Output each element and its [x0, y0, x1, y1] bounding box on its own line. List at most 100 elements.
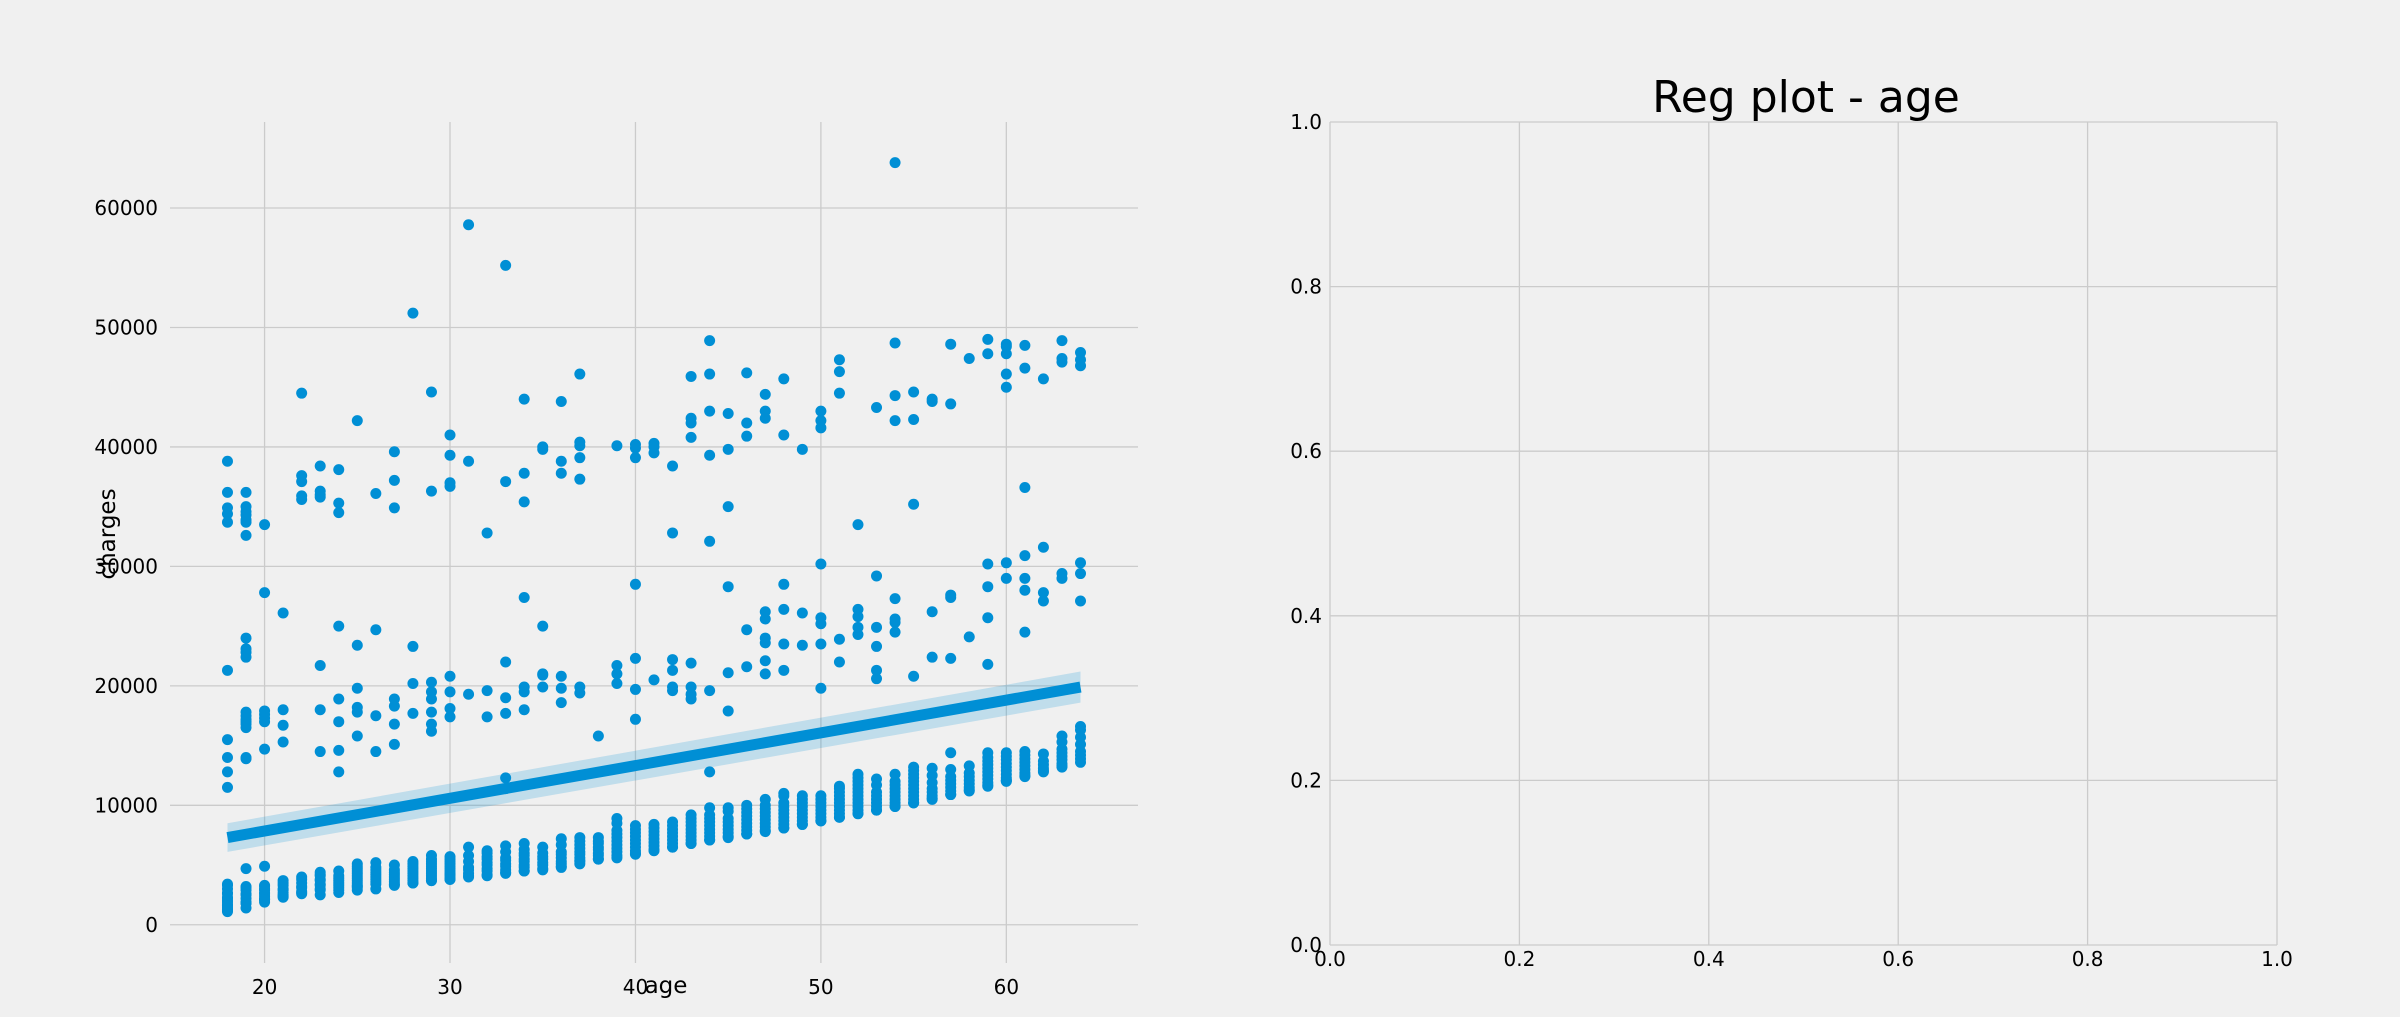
data-point	[555, 697, 567, 709]
data-point	[592, 835, 604, 847]
data-point	[908, 498, 920, 510]
data-point	[685, 412, 697, 424]
data-point	[722, 832, 734, 844]
data-point	[667, 820, 679, 832]
data-point	[963, 631, 975, 643]
data-point	[722, 705, 734, 717]
data-point	[648, 845, 660, 857]
data-point	[778, 822, 790, 834]
data-point	[1037, 541, 1049, 553]
data-point	[1056, 760, 1068, 772]
y-tick-label: 50000	[94, 315, 158, 339]
left-x-tick-labels: 20 30 40 50 60	[252, 975, 1019, 999]
data-point	[778, 787, 790, 799]
data-point	[685, 431, 697, 443]
data-point	[407, 640, 419, 652]
data-point	[259, 881, 271, 893]
x-tick-label: 1.0	[2261, 947, 2293, 971]
data-point	[407, 677, 419, 689]
data-point	[704, 535, 716, 547]
data-point	[759, 606, 771, 618]
data-point	[722, 407, 734, 419]
data-point	[221, 879, 233, 891]
data-point	[759, 655, 771, 667]
data-point	[667, 654, 679, 666]
x-tick-label: 40	[623, 975, 648, 999]
data-point	[611, 852, 623, 864]
data-point	[778, 373, 790, 385]
data-point	[518, 838, 530, 850]
data-point	[296, 871, 308, 883]
x-tick-label: 20	[252, 975, 277, 999]
data-point	[1019, 550, 1031, 562]
y-tick-label: 0.2	[1290, 768, 1322, 792]
data-point	[685, 809, 697, 821]
data-point	[351, 415, 363, 427]
data-point	[500, 259, 512, 271]
data-point	[333, 716, 345, 728]
data-point	[240, 753, 252, 765]
data-point	[741, 430, 753, 442]
data-point	[277, 877, 289, 889]
left-y-tick-labels: 0 10000 20000 30000 40000 50000 60000	[94, 196, 158, 937]
data-point	[388, 866, 400, 878]
data-point	[444, 686, 456, 698]
data-point	[444, 449, 456, 461]
data-point	[685, 370, 697, 382]
data-point	[852, 621, 864, 633]
data-point	[574, 839, 586, 851]
data-point	[1056, 568, 1068, 580]
data-point	[221, 516, 233, 528]
data-point	[629, 713, 641, 725]
data-point	[852, 519, 864, 531]
data-point	[741, 417, 753, 429]
data-point	[982, 333, 994, 345]
data-point	[240, 646, 252, 658]
data-point	[704, 449, 716, 461]
data-point	[871, 804, 883, 816]
data-point	[741, 799, 753, 811]
data-point	[518, 393, 530, 405]
data-point	[463, 841, 475, 853]
data-point	[1019, 749, 1031, 761]
data-point	[629, 452, 641, 464]
data-point	[982, 581, 994, 593]
data-point	[425, 686, 437, 698]
data-point	[759, 668, 771, 680]
data-point	[444, 873, 456, 885]
data-point	[221, 766, 233, 778]
data-point	[221, 752, 233, 764]
data-point	[982, 752, 994, 764]
data-point	[518, 865, 530, 877]
data-point	[537, 668, 549, 680]
data-point	[722, 667, 734, 679]
data-point	[945, 763, 957, 775]
data-point	[537, 841, 549, 853]
data-point	[1000, 557, 1012, 569]
data-point	[1019, 572, 1031, 584]
data-point	[704, 766, 716, 778]
data-point	[611, 812, 623, 824]
data-point	[574, 473, 586, 485]
data-point	[1037, 595, 1049, 607]
data-point	[314, 660, 326, 672]
y-tick-label: 0	[145, 913, 158, 937]
data-point	[444, 429, 456, 441]
data-point	[555, 455, 567, 467]
data-point	[629, 439, 641, 451]
data-point	[741, 828, 753, 840]
data-point	[889, 593, 901, 605]
data-point	[388, 879, 400, 891]
data-point	[1019, 339, 1031, 351]
data-point	[370, 488, 382, 500]
data-point	[277, 719, 289, 731]
data-point	[444, 670, 456, 682]
data-point	[833, 354, 845, 366]
data-point	[945, 774, 957, 786]
data-point	[314, 889, 326, 901]
data-point	[259, 860, 271, 872]
data-point	[333, 872, 345, 884]
data-point	[1056, 747, 1068, 759]
data-point	[778, 429, 790, 441]
